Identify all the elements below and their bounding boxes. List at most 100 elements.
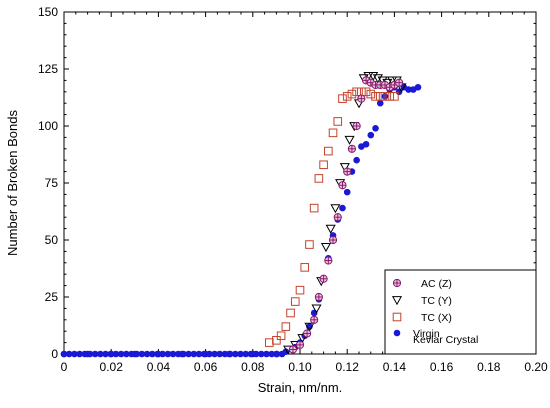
data-point-virgin bbox=[339, 204, 346, 212]
data-point-virgin bbox=[112, 350, 120, 358]
data-point-virgin bbox=[273, 350, 281, 358]
legend-label-virgin: Virgin bbox=[413, 328, 440, 340]
data-point-virgin bbox=[102, 350, 109, 358]
data-point-tc-x bbox=[371, 92, 380, 101]
data-point-tc-y bbox=[325, 224, 336, 234]
data-point-ac-z bbox=[352, 121, 361, 131]
x-tick-label: 0.04 bbox=[147, 360, 171, 374]
data-point-tc-x bbox=[290, 297, 300, 306]
legend-label-tc-y: TC (Y) bbox=[421, 295, 452, 307]
legend-label-ac-z: AC (Z) bbox=[421, 278, 452, 290]
data-point-tc-x bbox=[305, 240, 314, 249]
data-point-virgin bbox=[381, 93, 389, 100]
x-tick-label: 0.16 bbox=[430, 360, 454, 374]
data-point-tc-x bbox=[319, 160, 328, 170]
legend-marker-tc-y bbox=[391, 296, 403, 306]
data-point-ac-z bbox=[357, 94, 366, 103]
data-point-tc-y bbox=[377, 76, 388, 86]
data-point-virgin bbox=[86, 350, 94, 358]
data-point-ac-z bbox=[333, 213, 342, 222]
data-point-virgin bbox=[159, 350, 166, 358]
data-point-tc-x bbox=[338, 94, 347, 103]
y-tick-label: 150 bbox=[38, 5, 58, 19]
data-point-virgin bbox=[206, 350, 213, 358]
y-axis-title: Number of Broken Bonds bbox=[5, 110, 20, 256]
x-tick-label: 0.08 bbox=[241, 360, 265, 374]
x-tick-label: 0.10 bbox=[288, 360, 312, 374]
data-point-tc-x bbox=[272, 336, 281, 345]
data-point-ac-z bbox=[314, 292, 323, 302]
data-point-virgin bbox=[221, 350, 229, 358]
data-point-tc-x bbox=[390, 92, 399, 101]
data-point-tc-x bbox=[300, 263, 310, 272]
data-point-virgin bbox=[91, 350, 99, 358]
data-point-virgin bbox=[180, 350, 187, 358]
data-point-tc-x bbox=[342, 92, 352, 101]
data-point-ac-z bbox=[343, 167, 352, 176]
data-point-tc-x bbox=[286, 308, 295, 318]
x-tick-label: 0.20 bbox=[524, 360, 548, 374]
legend-marker-ac-z bbox=[392, 278, 402, 288]
data-point-tc-x bbox=[265, 338, 274, 347]
data-point-virgin bbox=[60, 350, 68, 358]
data-point-virgin bbox=[362, 140, 370, 148]
data-point-virgin bbox=[353, 156, 360, 164]
legend-box bbox=[384, 269, 537, 355]
data-point-virgin bbox=[268, 350, 275, 358]
data-point-virgin bbox=[97, 350, 104, 358]
data-point-virgin bbox=[65, 350, 73, 358]
data-point-virgin bbox=[367, 131, 375, 139]
data-point-virgin bbox=[190, 350, 198, 358]
data-point-virgin bbox=[107, 350, 115, 358]
legend-label-tc-x: TC (X) bbox=[421, 312, 452, 324]
data-point-virgin bbox=[252, 350, 260, 358]
data-point-tc-x bbox=[352, 87, 361, 97]
y-tick-label: 50 bbox=[45, 233, 59, 247]
data-point-virgin bbox=[169, 350, 177, 358]
data-point-tc-x bbox=[347, 89, 357, 99]
data-point-virgin bbox=[247, 350, 255, 358]
data-point-virgin bbox=[405, 86, 412, 93]
data-point-virgin bbox=[414, 83, 422, 91]
data-point-tc-x bbox=[385, 92, 394, 101]
data-point-virgin bbox=[376, 99, 384, 107]
data-point-virgin bbox=[174, 350, 182, 358]
x-tick-label: 0 bbox=[61, 360, 68, 374]
data-point-virgin bbox=[263, 350, 270, 358]
data-point-tc-y bbox=[311, 304, 322, 314]
data-point-virgin bbox=[211, 350, 218, 358]
data-point-virgin bbox=[200, 350, 208, 358]
y-tick-label: 0 bbox=[51, 347, 58, 361]
data-point-virgin bbox=[133, 350, 140, 358]
data-point-ac-z bbox=[295, 340, 305, 349]
data-point-tc-y bbox=[344, 135, 355, 145]
y-tick-label: 75 bbox=[45, 176, 59, 190]
data-point-tc-x bbox=[380, 92, 390, 101]
data-point-virgin bbox=[71, 350, 78, 358]
data-point-virgin bbox=[237, 350, 244, 358]
data-point-virgin bbox=[185, 350, 192, 358]
data-point-virgin bbox=[226, 350, 234, 358]
x-tick-label: 0.12 bbox=[336, 360, 360, 374]
data-point-ac-z bbox=[288, 345, 298, 354]
data-point-ac-z bbox=[395, 78, 404, 87]
data-point-tc-x bbox=[328, 128, 338, 138]
data-point-tc-x bbox=[314, 174, 324, 183]
y-tick-label: 100 bbox=[38, 119, 58, 133]
x-tick-label: 0.14 bbox=[383, 360, 407, 374]
data-point-virgin bbox=[278, 350, 286, 358]
data-point-virgin bbox=[138, 350, 146, 358]
data-point-virgin bbox=[148, 350, 156, 358]
data-point-ac-z bbox=[319, 274, 328, 283]
data-point-tc-y bbox=[320, 242, 332, 253]
data-point-virgin bbox=[143, 350, 151, 358]
data-point-virgin bbox=[195, 350, 203, 358]
data-point-tc-x bbox=[361, 87, 371, 97]
data-point-virgin bbox=[216, 350, 224, 358]
data-point-virgin bbox=[128, 350, 135, 358]
data-point-tc-x bbox=[281, 322, 291, 331]
data-point-tc-y bbox=[330, 204, 341, 214]
y-tick-label: 125 bbox=[38, 62, 58, 76]
data-point-ac-z bbox=[338, 181, 347, 190]
